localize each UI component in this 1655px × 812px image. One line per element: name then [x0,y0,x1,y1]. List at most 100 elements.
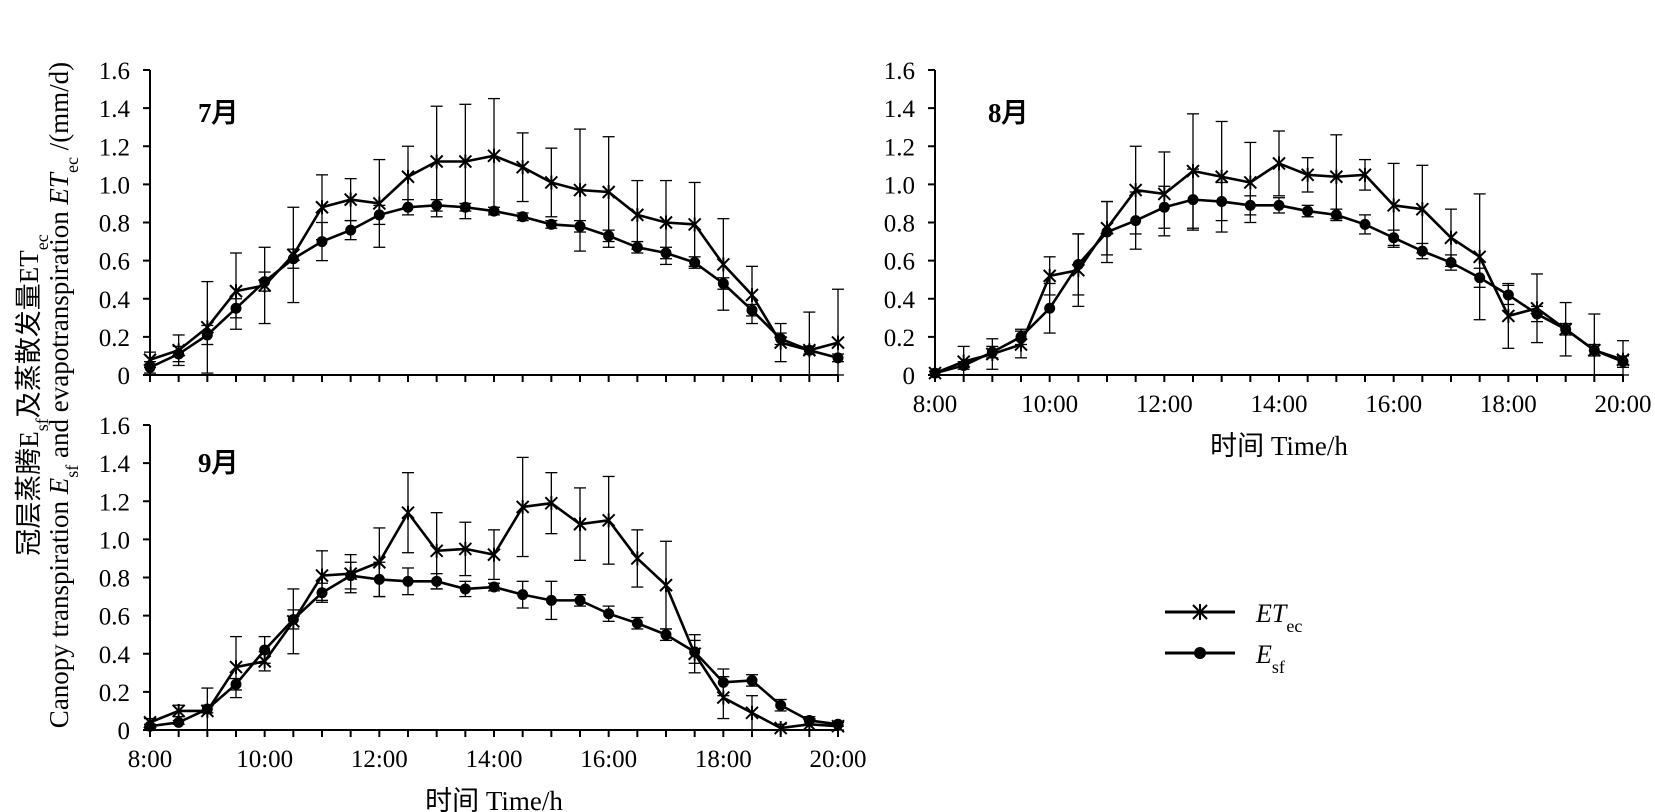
data-point [1187,194,1199,206]
data-point [401,505,415,520]
data-point [173,716,185,728]
data-point [986,346,998,358]
data-point [1474,272,1486,284]
y-axis-label-en-unit: /(mm/d) [44,62,74,157]
y-tick-label: 1.0 [99,527,130,554]
panel-august: 0 0.2 0.4 0.6 0.8 1.0 1.2 1.4 1.6 8:00 10:00 12:00 1… [884,58,1652,461]
y-tick-label: 1.2 [99,134,130,161]
data-point [660,629,672,641]
data-point [1445,257,1457,269]
panel-title: 9月 [198,448,239,478]
data-point [287,253,299,265]
y-tick-label: 1.0 [884,172,915,199]
data-point [229,660,243,675]
data-point [431,199,443,211]
data-point [1130,215,1142,227]
data-point [1531,308,1543,320]
data-point [775,699,787,711]
y-axis-label-en-sub2: ec [62,157,82,173]
y-axis-label-en: Canopy transpiration Esf and evapotransp… [44,62,82,728]
y-axis-label-cn-b: 及蒸散发量ET [14,250,44,418]
y-tick-label: 1.2 [884,134,915,161]
data-point [773,721,788,736]
panel-title: 7月 [198,98,239,128]
data-point [687,217,702,232]
series-etec [928,113,1630,381]
data-point [173,348,185,360]
data-point [488,205,500,217]
data-point [631,241,643,253]
series-esf [144,198,844,374]
data-point [1617,356,1629,368]
legend-etec-sub: ec [1286,616,1302,636]
data-point [401,169,415,184]
data-point [1502,289,1514,301]
x-tick-label: 20:00 [1595,391,1652,418]
legend-esf-marker [1194,647,1206,659]
data-point [316,587,328,599]
data-point [429,154,444,169]
y-axis-label-en-ET: ET [44,171,74,205]
data-point [1415,202,1430,217]
y-tick-label: 1.6 [884,58,915,85]
y-axis-label-cn-sub: sf [32,418,52,431]
x-tick-label: 10:00 [236,746,293,773]
data-point [630,551,645,566]
series-line [149,204,839,369]
data-point [574,220,586,232]
data-point [201,329,213,341]
x-tick-label: 18:00 [1480,391,1537,418]
data-point [1300,167,1315,182]
y-tick-label: 0.2 [99,680,130,707]
data-point [803,344,815,356]
y-tick-label: 0.4 [884,287,916,314]
data-point [689,646,701,658]
data-point [659,215,673,230]
data-point [1329,169,1344,184]
data-point [315,568,329,583]
data-point [1044,302,1056,314]
data-point [458,541,473,556]
data-point [1388,232,1400,244]
data-point [171,703,186,718]
data-point [1244,199,1256,211]
y-tick-label: 0.6 [884,249,915,276]
y-axis-label-cn-sub2: ec [32,234,52,250]
legend: ETec Esf [1165,599,1302,677]
y-axis-label-en-sub: sf [62,465,82,478]
data-point [487,547,501,562]
data-point [402,575,414,587]
y-tick-label: 0.6 [99,249,130,276]
data-point [603,230,615,242]
data-point [373,209,385,221]
data-point [1359,218,1371,230]
x-axis-label: 时间 Time/h [1210,431,1348,461]
data-point [488,581,500,593]
series-line [934,198,1624,375]
data-point [1015,331,1027,343]
y-tick-label: 0.8 [99,566,130,593]
data-point [832,718,844,730]
data-point [1101,226,1113,238]
data-point [431,575,443,587]
legend-esf-sub: sf [1272,657,1285,677]
x-tick-label: 10:00 [1021,391,1078,418]
data-point [259,276,271,288]
data-point [775,333,787,345]
data-point [144,361,156,373]
data-point [1472,249,1487,264]
data-point [517,589,529,601]
x-tick-label: 12:00 [351,746,408,773]
data-point [746,304,758,316]
y-tick-label: 1.0 [99,172,130,199]
y-axis-label-en-E: E [44,477,74,495]
data-point [144,720,156,732]
data-point [1358,167,1372,182]
y-axis-label-cn-a: 冠层蒸腾E [14,431,44,556]
data-point [832,352,844,364]
data-point [574,594,586,606]
data-point [545,218,557,230]
y-tick-label: 1.4 [884,96,916,123]
x-tick-label: 20:00 [810,746,867,773]
